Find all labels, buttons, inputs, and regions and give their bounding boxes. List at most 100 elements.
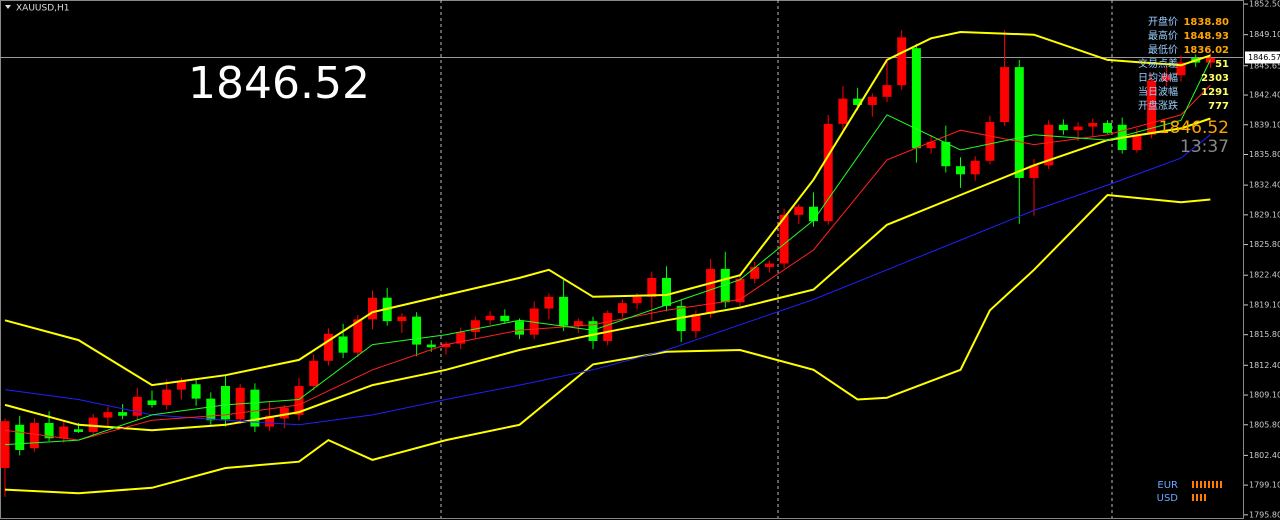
symbol-icon — [5, 5, 11, 9]
candle-body — [926, 141, 936, 149]
y-tick-label: 1845.65 — [1249, 61, 1280, 70]
candle-body — [529, 308, 539, 335]
panel-label: 当日波幅 — [1138, 85, 1178, 98]
y-tick-label: 1802.40 — [1249, 451, 1280, 460]
y-tick-label: 1795.80 — [1249, 510, 1280, 519]
candle-body — [338, 336, 348, 353]
candle-body — [1029, 165, 1039, 178]
candle-body — [294, 386, 304, 415]
currency-label: USD — [1157, 493, 1179, 504]
big-price: 1846.52 — [188, 58, 370, 109]
candle-body — [647, 277, 657, 297]
candle-body — [735, 278, 745, 303]
candle-body — [882, 85, 892, 97]
y-tick-label: 1822.40 — [1249, 271, 1280, 280]
price-label-box — [1245, 51, 1280, 64]
y-tick-label: 1815.80 — [1249, 330, 1280, 339]
panel-value: 777 — [1208, 101, 1229, 112]
price-label: 1846.57 — [1248, 53, 1280, 62]
candle-body — [853, 98, 863, 105]
current-price: 1846.52 — [1159, 118, 1229, 138]
candle-body — [573, 321, 583, 326]
indicator-line — [4, 30, 1211, 387]
candle-body — [132, 396, 142, 416]
candle-body — [764, 263, 774, 268]
candle-body — [279, 407, 289, 419]
candle-body — [544, 296, 554, 309]
y-tick-label: 1799.10 — [1249, 481, 1280, 490]
candle-body — [1044, 124, 1054, 166]
candle-body — [720, 268, 730, 303]
candle-body — [1176, 62, 1186, 76]
panel-value: 2303 — [1201, 73, 1229, 84]
candle-body — [588, 321, 598, 341]
candle-body — [250, 389, 260, 427]
panel-value: 1848.93 — [1183, 31, 1229, 42]
candle-body — [691, 313, 701, 332]
candle-body — [1058, 124, 1068, 131]
candle-body — [823, 123, 833, 222]
candle-body — [368, 297, 377, 320]
candle-body — [1103, 122, 1112, 133]
y-tick-label: 1839.10 — [1249, 120, 1280, 129]
candle-body — [1014, 67, 1024, 178]
candle-body — [309, 360, 319, 387]
panel-value: 1836.02 — [1183, 45, 1229, 56]
candle-body — [897, 37, 907, 86]
panel-value: 1291 — [1201, 87, 1229, 98]
candle-body — [221, 386, 230, 420]
candle-body — [662, 277, 671, 306]
candle-body — [323, 333, 333, 361]
candle-body — [441, 343, 451, 348]
candle-body — [794, 206, 804, 215]
y-tick-label: 1825.80 — [1249, 240, 1280, 249]
panel-label: 日均波幅 — [1138, 71, 1178, 84]
candle-body — [353, 319, 363, 353]
candle-body — [118, 412, 128, 416]
candle-body — [162, 389, 172, 405]
info-panel: 开盘价 1838.80 最高价 1848.93 最低价 1836.02 交易点差 51 日均波幅… — [1138, 15, 1229, 112]
candle-body — [779, 214, 789, 264]
panel-value: 1838.80 — [1183, 17, 1229, 28]
y-tick-label: 1829.10 — [1249, 210, 1280, 219]
plot-area — [0, 30, 1244, 497]
y-tick-label: 1835.80 — [1249, 150, 1280, 159]
candle-body — [838, 98, 848, 124]
panel-label: 最高价 — [1148, 29, 1178, 42]
candle-body — [617, 303, 627, 314]
candle-body — [632, 296, 642, 304]
countdown: 13:37 — [1180, 137, 1229, 157]
candle-body — [1132, 134, 1142, 150]
y-tick-label: 1842.40 — [1249, 91, 1280, 100]
y-tick-label: 1849.10 — [1249, 30, 1280, 39]
candle-body — [15, 424, 25, 450]
candle-body — [970, 160, 980, 175]
candle-body — [397, 316, 407, 322]
candle-body — [1161, 75, 1171, 81]
indicator-line — [4, 134, 1211, 426]
candle-body — [603, 313, 613, 341]
candle-body — [956, 166, 965, 175]
candle-body — [750, 267, 760, 279]
panel-label: 开盘价 — [1148, 15, 1178, 28]
candle-body — [456, 331, 466, 344]
plot-frame — [0, 0, 1244, 519]
candle-body — [1073, 126, 1083, 131]
y-tick-label: 1809.10 — [1249, 391, 1280, 400]
candle-body — [1000, 67, 1010, 123]
candle-body — [911, 48, 921, 149]
candle-body — [706, 268, 716, 314]
candle-body — [74, 429, 83, 432]
candle-body — [147, 400, 157, 405]
indicator-line — [4, 193, 1211, 495]
candle-body — [470, 320, 480, 332]
panel-label: 最低价 — [1148, 43, 1178, 56]
candle-body — [985, 122, 995, 161]
indicator-line — [4, 59, 1211, 446]
candle-body — [206, 398, 216, 421]
panel-label: 开盘涨跌 — [1138, 99, 1178, 112]
candle-body — [500, 315, 510, 322]
currency-label: EUR — [1157, 480, 1178, 491]
y-tick-label: 1852.50 — [1249, 0, 1280, 9]
